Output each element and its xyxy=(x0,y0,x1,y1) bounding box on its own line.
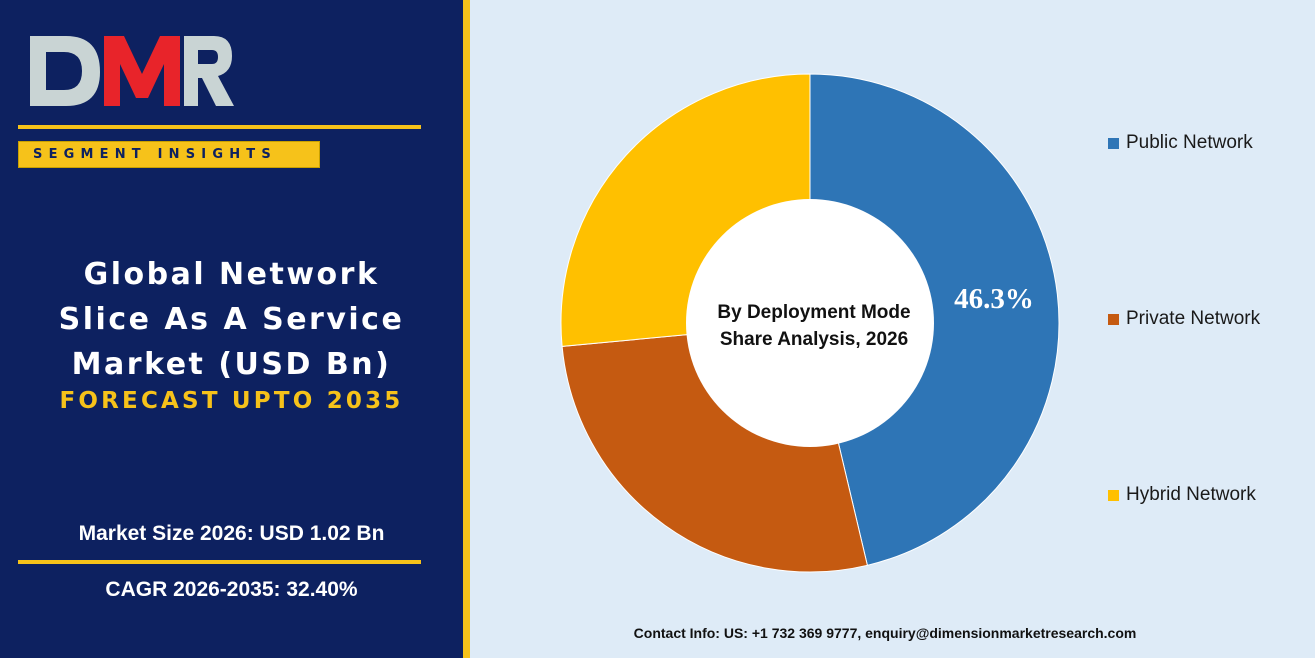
divider-bar xyxy=(463,0,470,658)
donut-hole xyxy=(686,199,934,447)
legend-item-hybrid-network: Hybrid Network xyxy=(1108,484,1256,506)
legend-swatch-hybrid-network xyxy=(1108,489,1119,501)
center-label-line-1: By Deployment Mode xyxy=(717,302,910,323)
segment-insights-badge: SEGMENT INSIGHTS xyxy=(18,141,320,168)
report-title: Global Network Slice As A Service Market… xyxy=(0,252,463,387)
header-rule xyxy=(18,125,421,129)
donut-slice-public-network xyxy=(809,73,1060,566)
cagr-stat: CAGR 2026-2035: 32.40% xyxy=(105,578,358,601)
legend-item-private-network: Private Network xyxy=(1108,308,1260,330)
legend-label-hybrid-network: Hybrid Network xyxy=(1126,484,1256,505)
left-panel: SEGMENT INSIGHTS Global Network Slice As… xyxy=(0,0,463,658)
legend-swatch-public-network xyxy=(1108,137,1119,149)
report-subtitle: FORECAST UPTO 2035 xyxy=(59,388,404,414)
stat-rule xyxy=(18,560,421,564)
legend-swatch-private-network xyxy=(1108,313,1119,325)
report-title-line-1: Global Network xyxy=(83,257,380,292)
market-size-stat: Market Size 2026: USD 1.02 Bn xyxy=(78,522,385,545)
legend-label-public-network: Public Network xyxy=(1126,132,1253,153)
report-title-line-2: Slice As A Service xyxy=(58,302,405,337)
donut-chart: By Deployment Mode Share Analysis, 2026 … xyxy=(560,73,1060,573)
dmr-logo xyxy=(30,36,234,106)
center-label-line-2: Share Analysis, 2026 xyxy=(720,329,908,350)
contact-info: Contact Info: US: +1 732 369 9777, enqui… xyxy=(633,625,1137,641)
data-label-public-network: 46.3% xyxy=(954,283,1034,315)
legend-item-public-network: Public Network xyxy=(1108,132,1253,154)
legend-label-private-network: Private Network xyxy=(1126,308,1261,329)
report-title-line-3: Market (USD Bn) xyxy=(71,347,392,382)
